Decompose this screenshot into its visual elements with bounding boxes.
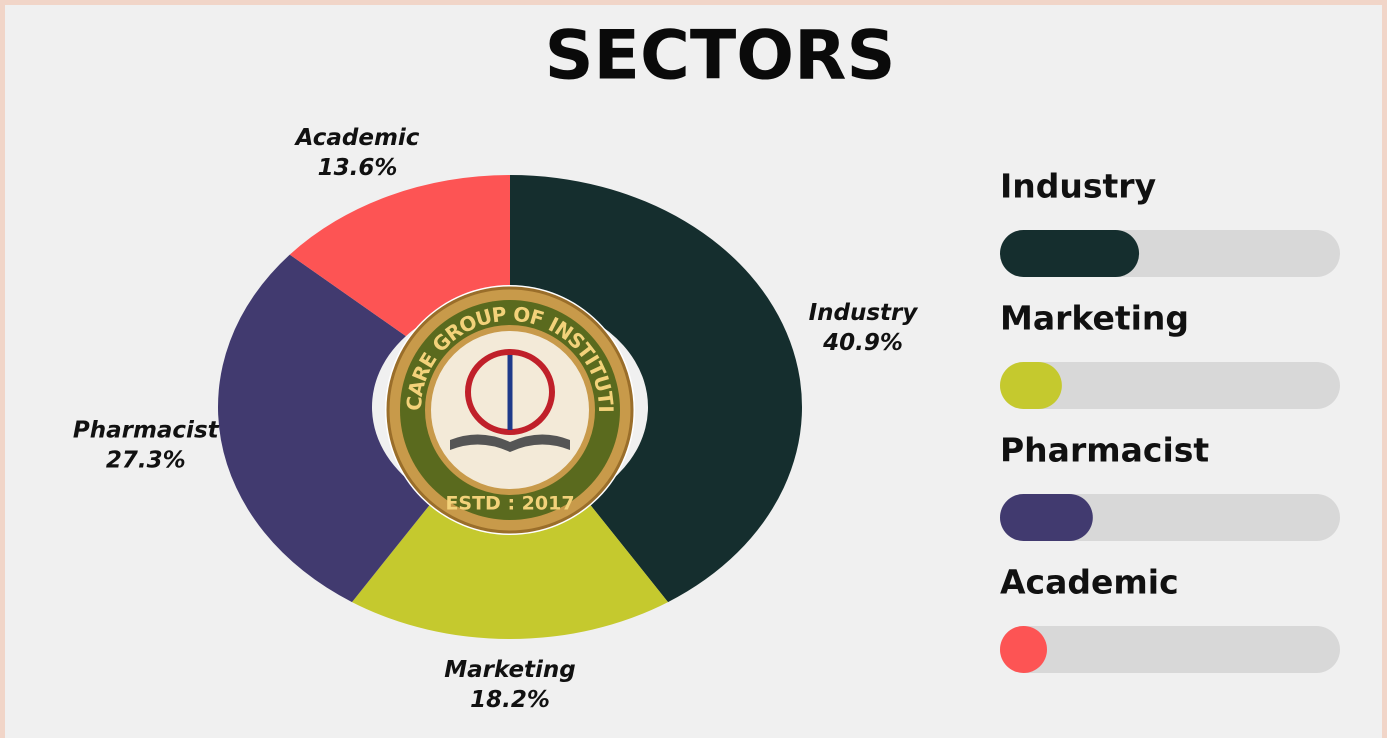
segment-label: Pharmacist	[73, 418, 220, 444]
segment-label: Marketing	[444, 657, 576, 683]
legend-label: Academic	[1000, 563, 1179, 602]
segment-label: Industry	[809, 300, 919, 326]
segment-value-label: 27.3%	[106, 448, 186, 474]
pie-segment	[289, 175, 510, 337]
pie-segment	[510, 175, 802, 603]
logo-bottom-text: ESTD : 2017	[445, 493, 574, 515]
logo-emblem	[465, 349, 555, 435]
legend-bar	[1000, 362, 1062, 409]
legend-bar	[1000, 626, 1047, 673]
legend-bar	[1000, 494, 1093, 541]
legend-label: Marketing	[1000, 299, 1189, 338]
segment-value-label: 18.2%	[470, 687, 550, 713]
legend-label: Industry	[1000, 167, 1156, 206]
legend-label: Pharmacist	[1000, 431, 1209, 470]
pie-segment	[351, 497, 669, 639]
pie-segment	[218, 254, 436, 603]
legend-track	[1000, 362, 1340, 409]
logo-book	[450, 434, 570, 452]
segment-label: Academic	[294, 125, 420, 151]
segment-value-label: 13.6%	[318, 155, 398, 181]
chart-title: SECTORS	[545, 17, 896, 96]
segment-value-label: 40.9%	[822, 330, 903, 356]
legend-bar	[1000, 230, 1140, 277]
legend-track	[1000, 626, 1340, 673]
